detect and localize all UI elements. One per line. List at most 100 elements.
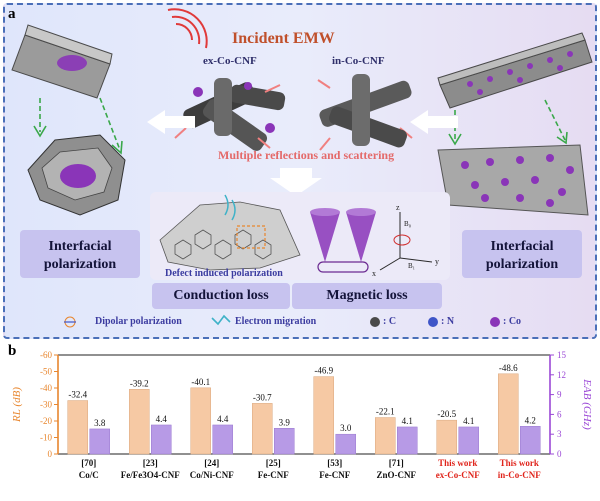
legend-electron-label: Electron migration (235, 316, 317, 327)
eab-bar (274, 428, 295, 455)
cobalt-atom-icon (490, 317, 500, 327)
in-co-cnf-label: in-Co-CNF (332, 55, 385, 67)
rl-bar (498, 373, 519, 455)
arrow-icon (99, 97, 121, 151)
multiple-reflections-label: Multiple reflections and scattering (218, 148, 395, 162)
electron-migration-legend-icon (211, 314, 231, 326)
left-tick-label: 0 (48, 449, 53, 459)
ex-co-cnf-fibers-icon (183, 78, 286, 151)
left-arrow-icon (147, 110, 195, 134)
eab-bar-label: 4.1 (402, 416, 413, 426)
eab-bar-label: 4.1 (463, 416, 474, 426)
category-label: Fe-CNF (319, 470, 350, 480)
rl-bar (129, 389, 150, 455)
category-ref-label: [25] (266, 458, 281, 468)
panel-a-letter: a (8, 6, 16, 22)
axis-b0-label: B₀ (404, 220, 412, 228)
incident-wave-icon (167, 8, 208, 49)
category-ref-label: [23] (143, 458, 158, 468)
eab-bar-label: 4.4 (217, 414, 229, 424)
category-ref-label: This work (438, 458, 477, 468)
eab-bar (520, 426, 541, 455)
right-tick-label: 15 (557, 350, 567, 360)
panel-b-letter: b (8, 343, 17, 359)
category-label: Fe/Fe3O4-CNF (121, 470, 180, 480)
left-tick-label: -20 (40, 416, 52, 426)
eab-bar-label: 3.8 (94, 418, 106, 428)
eab-bar (89, 428, 110, 455)
bar-chart: -60 -50 -40 -30 -20 -10 0 15 12 9 6 3 0 RL (dB) EAB (G… (11, 350, 593, 480)
axis-y-label: y (435, 257, 439, 266)
legend-carbon-label: : C (383, 316, 397, 327)
eab-bar-label: 3.9 (279, 417, 291, 427)
ex-co-cnf-label: ex-Co-CNF (203, 55, 257, 67)
right-tick-label: 9 (557, 390, 562, 400)
interfacial-polarization-left: Interfacial polarization (20, 230, 140, 278)
in-co-cnf-tube-icon (437, 32, 593, 109)
in-co-cnf-fibers-icon (319, 74, 412, 148)
right-axis-title: EAB (GHz) (581, 378, 593, 430)
eab-bar (397, 426, 418, 455)
magnetic-loss-box: Magnetic loss (292, 283, 442, 309)
coordinate-axes-icon (379, 212, 433, 271)
right-tick-label: 0 (557, 449, 562, 459)
rl-bar-label: -22.1 (376, 407, 395, 417)
legend-dipolar-label: Dipolar polarization (95, 316, 182, 327)
axis-z-label: z (396, 203, 400, 212)
left-tick-label: -50 (40, 367, 52, 377)
rl-bar (375, 417, 396, 455)
rl-bar-label: -48.6 (499, 363, 518, 373)
co-cluster-sphere-icon (27, 134, 126, 216)
legend-cobalt-label: : Co (503, 316, 522, 327)
rl-bar (436, 419, 457, 455)
eab-bar (458, 426, 479, 455)
category-ref-label: [70] (81, 458, 96, 468)
right-tick-label: 12 (557, 370, 566, 380)
magnetic-cone-icon (310, 208, 376, 273)
rl-bar (190, 387, 211, 455)
graphene-lattice-icon (159, 201, 301, 271)
electron-migration-icon (224, 194, 236, 221)
left-tick-label: -60 (40, 350, 52, 360)
rl-bar-label: -39.2 (130, 378, 149, 388)
category-ref-label: [53] (327, 458, 342, 468)
category-label: Fe-CNF (258, 470, 289, 480)
category-label: in-Co-CNF (498, 470, 541, 480)
rl-bar-label: -30.7 (253, 392, 272, 402)
rl-bar-label: -46.9 (314, 366, 333, 376)
eab-bar-label: 4.4 (156, 414, 168, 424)
eab-bar (151, 424, 172, 455)
ex-co-cnf-tube-icon (11, 24, 113, 99)
left-axis-title: RL (dB) (11, 387, 23, 423)
defect-polarization-label: Defect induced polarization (165, 268, 283, 279)
right-arrow-icon (410, 110, 458, 134)
co-graphene-sheet-icon (437, 144, 589, 216)
legend-nitrogen-label: : N (441, 316, 455, 327)
eab-bar-label: 3.0 (340, 423, 352, 433)
down-arrow-icon (270, 168, 322, 196)
category-label: ZnO-CNF (376, 470, 416, 480)
rl-bar (313, 376, 334, 455)
rl-bar-label: -40.1 (191, 377, 210, 387)
axis-x-label: x (372, 269, 376, 278)
eab-bar-label: 4.2 (525, 415, 536, 425)
eab-bar (335, 433, 356, 455)
right-tick-label: 3 (557, 429, 562, 439)
left-tick-label: -10 (40, 433, 52, 443)
category-label: ex-Co-CNF (436, 470, 480, 480)
rl-bar-label: -32.4 (68, 390, 87, 400)
category-ref-label: [71] (389, 458, 404, 468)
nitrogen-atom-icon (428, 317, 438, 327)
right-tick-label: 6 (557, 409, 562, 419)
left-tick-label: -40 (40, 383, 52, 393)
category-label: Co/Ni-CNF (190, 470, 234, 480)
category-ref-label: This work (500, 458, 539, 468)
rl-bar-label: -20.5 (437, 409, 456, 419)
eab-bar (212, 424, 233, 455)
left-tick-label: -30 (40, 400, 52, 410)
category-label: Co/C (79, 470, 99, 480)
category-ref-label: [24] (204, 458, 219, 468)
axis-b1-label: B₁ (408, 262, 415, 270)
